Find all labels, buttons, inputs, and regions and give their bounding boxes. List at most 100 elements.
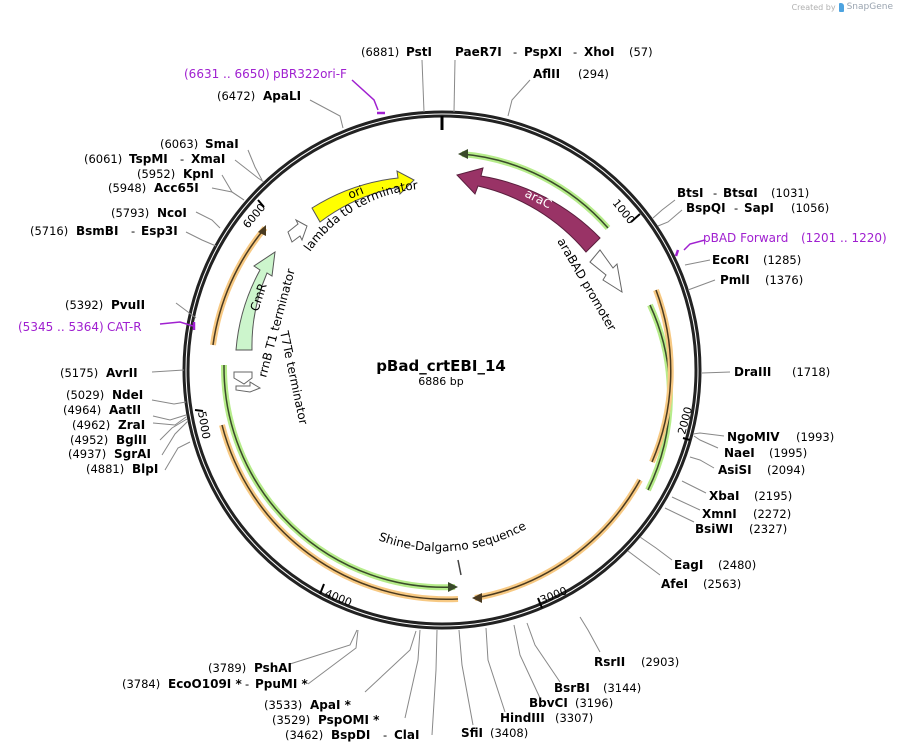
site-name-ZraI[interactable]: ZraI [118, 418, 145, 432]
site-name-ApaI[interactable]: ApaI * [310, 698, 352, 712]
site-name-AsiSI[interactable]: AsiSI [718, 463, 752, 477]
credit-prefix: Created by [791, 2, 836, 12]
primer-labels: (6631 .. 6650) pBR322ori-F pBAD Forward … [18, 67, 887, 334]
svg-text:(4881): (4881) [86, 462, 124, 476]
site-leader-lines [151, 59, 731, 736]
site-name-BspQI[interactable]: BspQI [686, 201, 726, 215]
site-name-XmnI[interactable]: XmnI [702, 507, 737, 521]
primer-pBR322ori-F[interactable]: pBR322ori-F [273, 67, 347, 81]
site-name-PspXI[interactable]: PspXI [524, 45, 562, 59]
site-name-ApaLI[interactable]: ApaLI [263, 89, 301, 103]
site-name-AflII[interactable]: AflII [533, 67, 560, 81]
svg-text:(3196): (3196) [575, 696, 613, 710]
plasmid-name: pBad_crtEBI_14 [376, 357, 506, 375]
svg-text:(294): (294) [578, 67, 609, 81]
site-name-EcoO109I[interactable]: EcoO109I * [168, 677, 242, 691]
svg-text:(4962): (4962) [72, 418, 110, 432]
site-name-RsrII[interactable]: RsrII [594, 655, 625, 669]
site-name-HindIII[interactable]: HindIII [500, 711, 545, 725]
svg-text:(5175): (5175) [60, 366, 98, 380]
primer-marks [159, 79, 706, 330]
svg-text:(5716): (5716) [30, 224, 68, 238]
site-name-BtsI[interactable]: BtsI [677, 186, 704, 200]
primer-pBAD-Forward[interactable]: pBAD Forward [703, 231, 788, 245]
site-name-NaeI[interactable]: NaeI [724, 446, 755, 460]
svg-text:(5029): (5029) [66, 388, 104, 402]
site-name-AfeI[interactable]: AfeI [661, 577, 688, 591]
feature-lambda-t0-terminator[interactable] [287, 218, 308, 243]
feature-ori[interactable]: ori [311, 170, 415, 223]
feature-T7Te-terminator[interactable] [235, 381, 262, 393]
site-name-AvrII[interactable]: AvrII [106, 366, 138, 380]
site-name-TspMI[interactable]: TspMI [129, 152, 168, 166]
svg-text:(1056): (1056) [791, 201, 829, 215]
svg-text:(2094): (2094) [767, 463, 805, 477]
site-name-XmaI[interactable]: XmaI [191, 152, 225, 166]
site-name-Acc65I[interactable]: Acc65I [154, 181, 199, 195]
svg-text:(2195): (2195) [754, 489, 792, 503]
sites-left: (6472) ApaLI (6063) SmaI (6061) TspMI - … [30, 89, 301, 476]
site-name-EcoRI[interactable]: EcoRI [712, 253, 749, 267]
svg-text:-: - [513, 45, 517, 59]
snapgene-logo-icon [838, 2, 844, 12]
site-name-PpuMI[interactable]: PpuMI * [255, 677, 309, 691]
svg-text:(3533): (3533) [264, 698, 302, 712]
svg-text:(4952): (4952) [70, 433, 108, 447]
feature-araC[interactable]: araC [456, 167, 601, 253]
svg-text:(4964): (4964) [63, 403, 101, 417]
site-name-NgoMIV[interactable]: NgoMIV [727, 430, 780, 444]
site-name-BtsaI[interactable]: BtsαI [723, 186, 758, 200]
svg-text:(3529): (3529) [272, 713, 310, 727]
site-name-BsmBI[interactable]: BsmBI [76, 224, 118, 238]
svg-text:(3408): (3408) [490, 726, 528, 740]
svg-text:(1376): (1376) [765, 273, 803, 287]
site-name-PshAI[interactable]: PshAI [254, 661, 292, 675]
site-name-EagI[interactable]: EagI [674, 558, 703, 572]
tick-5000: 5000 [195, 410, 213, 440]
svg-text:(6631 .. 6650): (6631 .. 6650) [184, 67, 270, 81]
site-name-KpnI[interactable]: KpnI [183, 167, 214, 181]
site-name-NdeI[interactable]: NdeI [112, 388, 143, 402]
site-name-BbvCI[interactable]: BbvCI [529, 696, 568, 710]
site-name-ClaI[interactable]: ClaI [394, 728, 419, 742]
svg-text:(2903): (2903) [641, 655, 679, 669]
svg-text:-: - [245, 677, 249, 691]
svg-text:(3784): (3784) [122, 677, 160, 691]
svg-text:(57): (57) [629, 45, 653, 59]
site-name-SmaI[interactable]: SmaI [205, 137, 239, 151]
site-name-PaeR7I[interactable]: PaeR7I [455, 45, 502, 59]
svg-text:(5392): (5392) [65, 298, 103, 312]
feature-rrnB-T1-terminator[interactable] [233, 371, 253, 385]
svg-text:(3789): (3789) [208, 661, 246, 675]
site-name-PmlI[interactable]: PmlI [720, 273, 750, 287]
primer-CAT-R[interactable]: CAT-R [107, 320, 142, 334]
site-name-SfiI[interactable]: SfiI [461, 726, 483, 740]
site-name-BsiWI[interactable]: BsiWI [695, 522, 733, 536]
site-name-BlpI[interactable]: BlpI [132, 462, 158, 476]
site-name-AatII[interactable]: AatII [109, 403, 141, 417]
site-name-SapI[interactable]: SapI [744, 201, 774, 215]
svg-text:(2480): (2480) [718, 558, 756, 572]
site-name-BspDI[interactable]: BspDI [331, 728, 370, 742]
svg-text:-: - [131, 224, 135, 238]
site-name-SgrAI[interactable]: SgrAI [114, 447, 151, 461]
site-name-XhoI[interactable]: XhoI [584, 45, 615, 59]
site-name-PspOMI[interactable]: PspOMI * [318, 713, 380, 727]
svg-text:(1031): (1031) [771, 186, 809, 200]
svg-text:(2272): (2272) [753, 507, 791, 521]
site-name-DraIII[interactable]: DraIII [734, 365, 771, 379]
feature-araBAD-promoter[interactable] [589, 249, 623, 294]
site-name-NcoI[interactable]: NcoI [157, 206, 187, 220]
site-name-PstI[interactable]: PstI [406, 45, 432, 59]
label-shine-dalgarno: Shine-Dalgarno sequence [377, 519, 528, 555]
site-name-BsrBI[interactable]: BsrBI [554, 681, 590, 695]
svg-text:(1201 .. 1220): (1201 .. 1220) [801, 231, 887, 245]
site-name-Esp3I[interactable]: Esp3I [141, 224, 178, 238]
site-name-PvuII[interactable]: PvuII [111, 298, 145, 312]
svg-text:(1718): (1718) [792, 365, 830, 379]
site-name-BglII[interactable]: BglII [116, 433, 147, 447]
svg-text:(6472): (6472) [217, 89, 255, 103]
svg-text:(1993): (1993) [796, 430, 834, 444]
svg-text:(5793): (5793) [111, 206, 149, 220]
site-name-XbaI[interactable]: XbaI [709, 489, 739, 503]
